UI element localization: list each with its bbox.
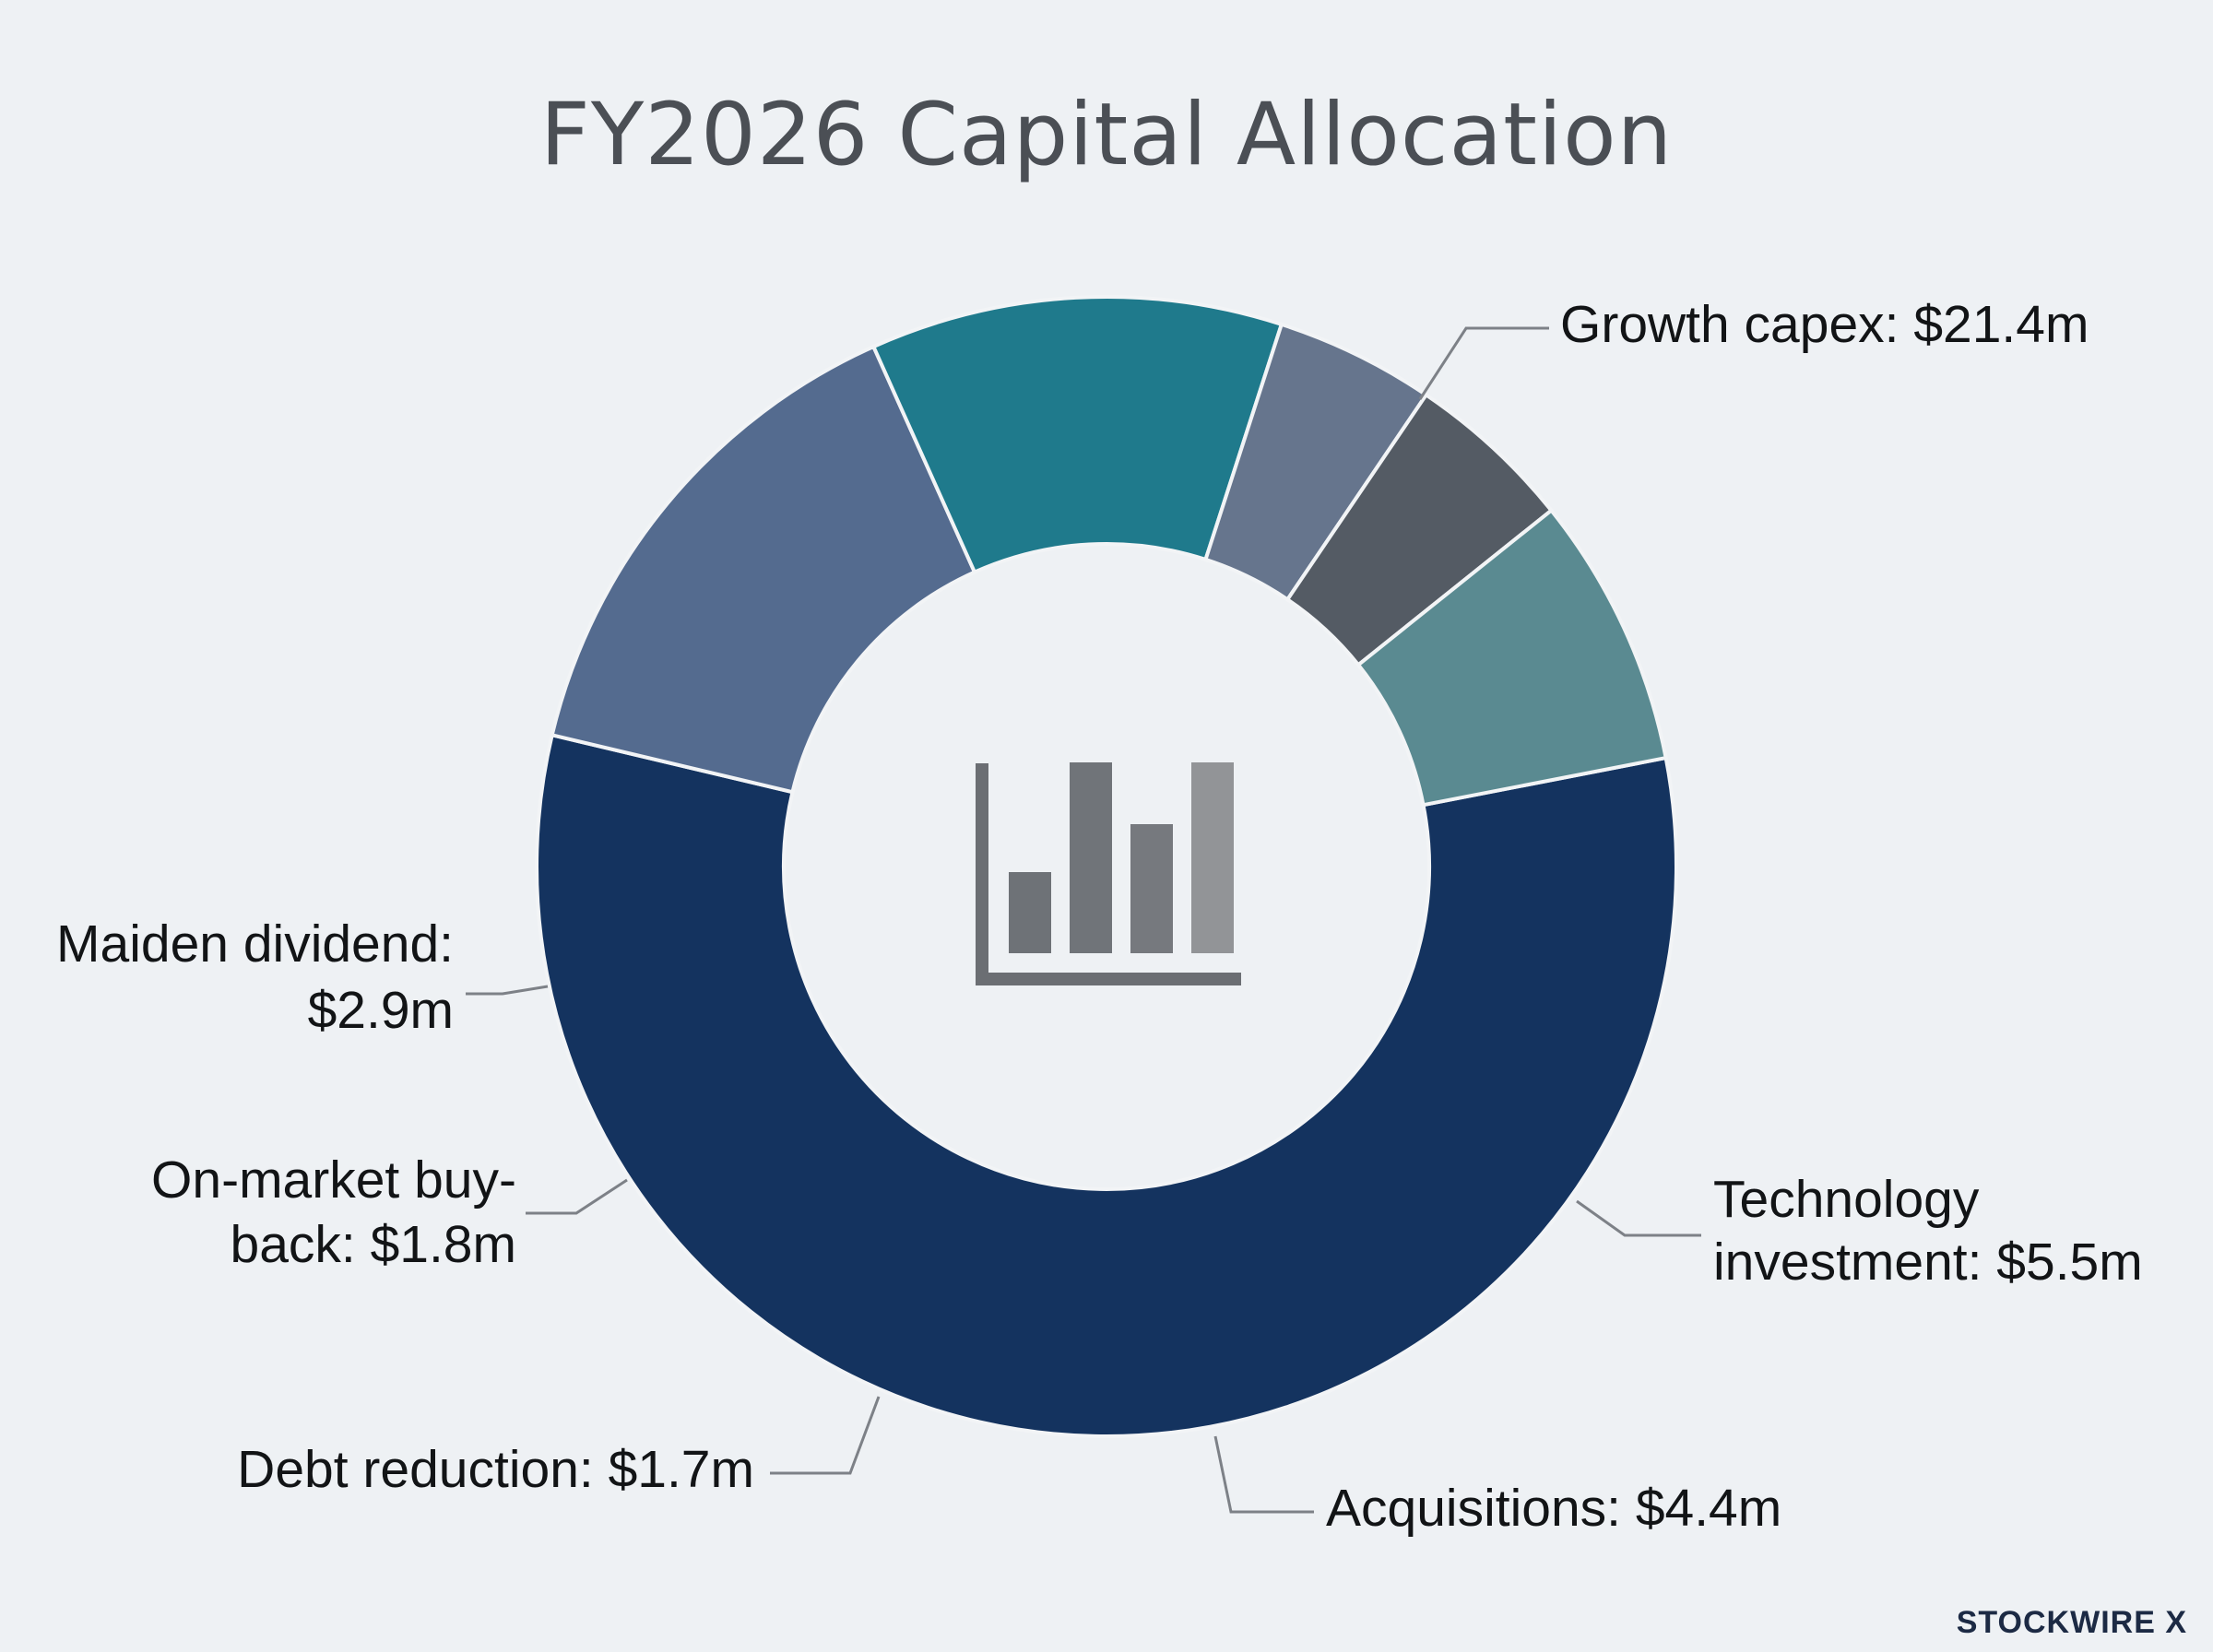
data-label-line: investment: $5.5m (1713, 1233, 2143, 1292)
leader-line (770, 1396, 881, 1475)
data-label: Maiden dividend: $2.9m (56, 914, 454, 1040)
data-label: Technology investment: $5.5m (1713, 1170, 2143, 1292)
leader-line (1418, 326, 1549, 400)
donut-slices (535, 295, 1678, 1438)
data-label-line: Growth capex: $21.4m (1560, 295, 2089, 354)
bar-chart-icon (976, 762, 1241, 985)
leader-line (1213, 1435, 1314, 1514)
data-label-line: On-market buy- (151, 1150, 516, 1210)
slice-labels: Growth capex: $21.4m Technology investment… (56, 295, 2143, 1538)
leader-line (1576, 1199, 1701, 1237)
brand-logo: STOCKWIRE X (1956, 1605, 2187, 1640)
donut-slice-technology-investment (550, 344, 977, 795)
leader-line (466, 985, 549, 996)
data-label-line: Technology (1713, 1170, 1980, 1229)
leader-line (526, 1178, 628, 1215)
data-label: Acquisitions: $4.4m (1326, 1479, 1781, 1538)
donut-slice-growth-capex (535, 732, 1678, 1438)
data-label: On-market buy-back: $1.8m (151, 1150, 516, 1274)
data-label-line: back: $1.8m (231, 1215, 517, 1274)
donut-slice-acquisitions (870, 295, 1284, 575)
data-label-line: $2.9m (308, 981, 454, 1040)
data-label-line: Debt reduction: $1.7m (237, 1440, 754, 1499)
chart-title: FY2026 Capital Allocation (539, 85, 1674, 185)
data-label: Growth capex: $21.4m (1560, 295, 2089, 354)
leader-lines (466, 326, 1701, 1514)
donut-slice-maiden-dividend (1355, 507, 1668, 808)
data-label-line: Acquisitions: $4.4m (1326, 1479, 1781, 1538)
data-label-line: Maiden dividend: (56, 914, 454, 974)
data-label: Debt reduction: $1.7m (237, 1440, 754, 1499)
